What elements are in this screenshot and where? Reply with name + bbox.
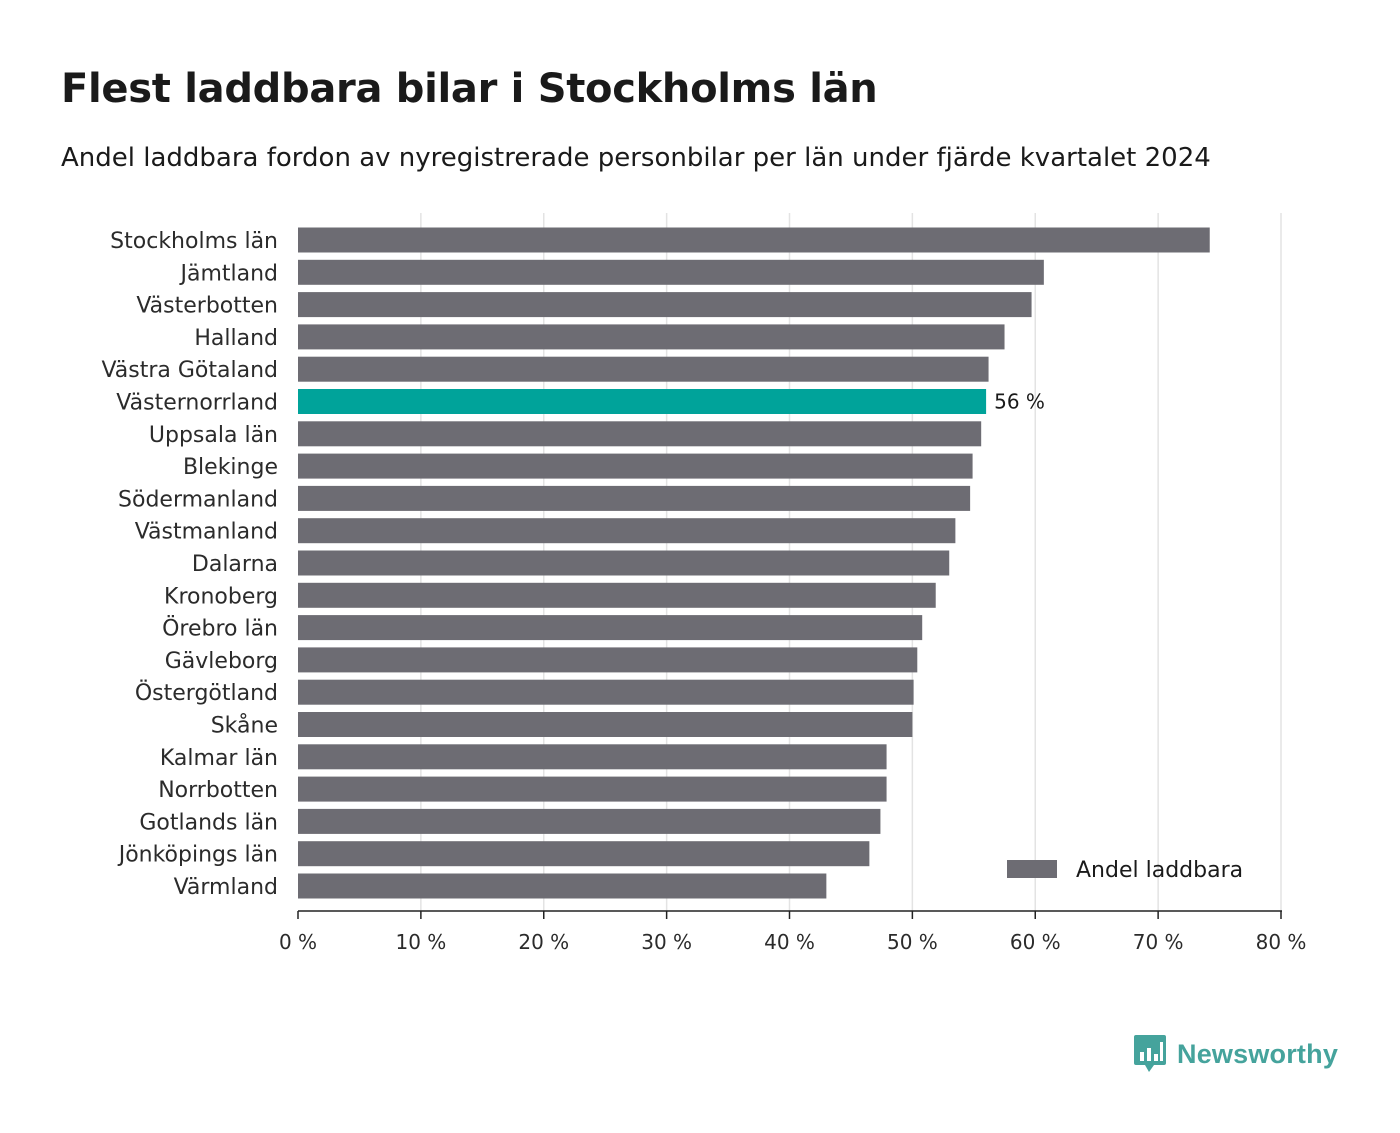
x-tick-label: 50 %	[887, 930, 938, 954]
x-tick-label: 80 %	[1256, 930, 1307, 954]
category-label: Värmland	[174, 875, 278, 900]
category-label: Halland	[194, 326, 278, 351]
category-label: Västra Götaland	[101, 358, 278, 383]
category-label: Norrbotten	[158, 778, 278, 803]
category-label: Uppsala län	[149, 423, 278, 448]
category-label: Kalmar län	[160, 746, 278, 771]
bar	[298, 841, 870, 867]
newsworthy-logo: Newsworthy	[1133, 1034, 1338, 1074]
brand-name: Newsworthy	[1177, 1038, 1339, 1069]
x-tick-label: 0 %	[279, 930, 317, 954]
category-label: Gävleborg	[165, 649, 278, 674]
bar	[298, 582, 936, 608]
bar	[298, 421, 982, 447]
category-label: Jämtland	[178, 261, 278, 286]
x-tick-label: 60 %	[1010, 930, 1061, 954]
bars	[298, 227, 1210, 899]
chart-subtitle: Andel laddbara fordon av nyregistrerade …	[61, 143, 1211, 173]
bar	[298, 744, 887, 770]
category-label: Södermanland	[118, 487, 278, 512]
legend: Andel laddbara	[1007, 858, 1243, 883]
x-tick-label: 40 %	[764, 930, 815, 954]
category-label: Örebro län	[162, 616, 278, 642]
legend-swatch	[1007, 860, 1057, 878]
bar	[298, 550, 950, 576]
x-tick-label: 20 %	[518, 930, 569, 954]
category-label: Jönköpings län	[117, 843, 278, 868]
category-label: Blekinge	[183, 455, 278, 480]
bar	[298, 712, 913, 737]
category-label: Västerbotten	[136, 294, 278, 319]
bar	[298, 518, 956, 544]
category-label: Västmanland	[135, 520, 278, 545]
category-label: Östergötland	[135, 680, 278, 706]
bar-chart: Stockholms län Jämtland Västerbotten Hallan…	[101, 213, 1307, 954]
bar	[298, 808, 881, 834]
bar	[298, 227, 1210, 253]
bar-highlighted	[298, 389, 987, 414]
category-label: Stockholms län	[110, 229, 278, 254]
data-labels: 56 %	[994, 390, 1045, 414]
legend-label: Andel laddbara	[1076, 858, 1243, 883]
bar	[298, 453, 973, 479]
bar	[298, 485, 971, 511]
chart-title: Flest laddbara bilar i Stockholms län	[61, 66, 878, 112]
data-label: 56 %	[994, 390, 1045, 414]
category-label: Skåne	[211, 713, 278, 739]
bar	[298, 259, 1044, 285]
bar	[298, 292, 1032, 318]
bar	[298, 873, 827, 899]
category-label: Västernorrland	[116, 391, 278, 416]
bar	[298, 324, 1005, 350]
bar	[298, 679, 914, 705]
x-tick-label: 10 %	[395, 930, 446, 954]
x-axis: 0 % 10 % 20 % 30 % 40 % 50 % 60 % 70 % 80 %	[279, 910, 1307, 954]
bar	[298, 356, 989, 382]
category-label: Kronoberg	[164, 584, 278, 609]
x-tick-label: 70 %	[1133, 930, 1184, 954]
x-tick-label: 30 %	[641, 930, 692, 954]
newsworthy-logo-icon	[1134, 1035, 1166, 1072]
bar	[298, 615, 923, 641]
bar	[298, 776, 887, 802]
category-label: Dalarna	[192, 552, 278, 577]
bar	[298, 647, 918, 673]
category-label: Gotlands län	[139, 810, 278, 835]
category-labels: Stockholms län Jämtland Västerbotten Hallan…	[101, 229, 278, 900]
